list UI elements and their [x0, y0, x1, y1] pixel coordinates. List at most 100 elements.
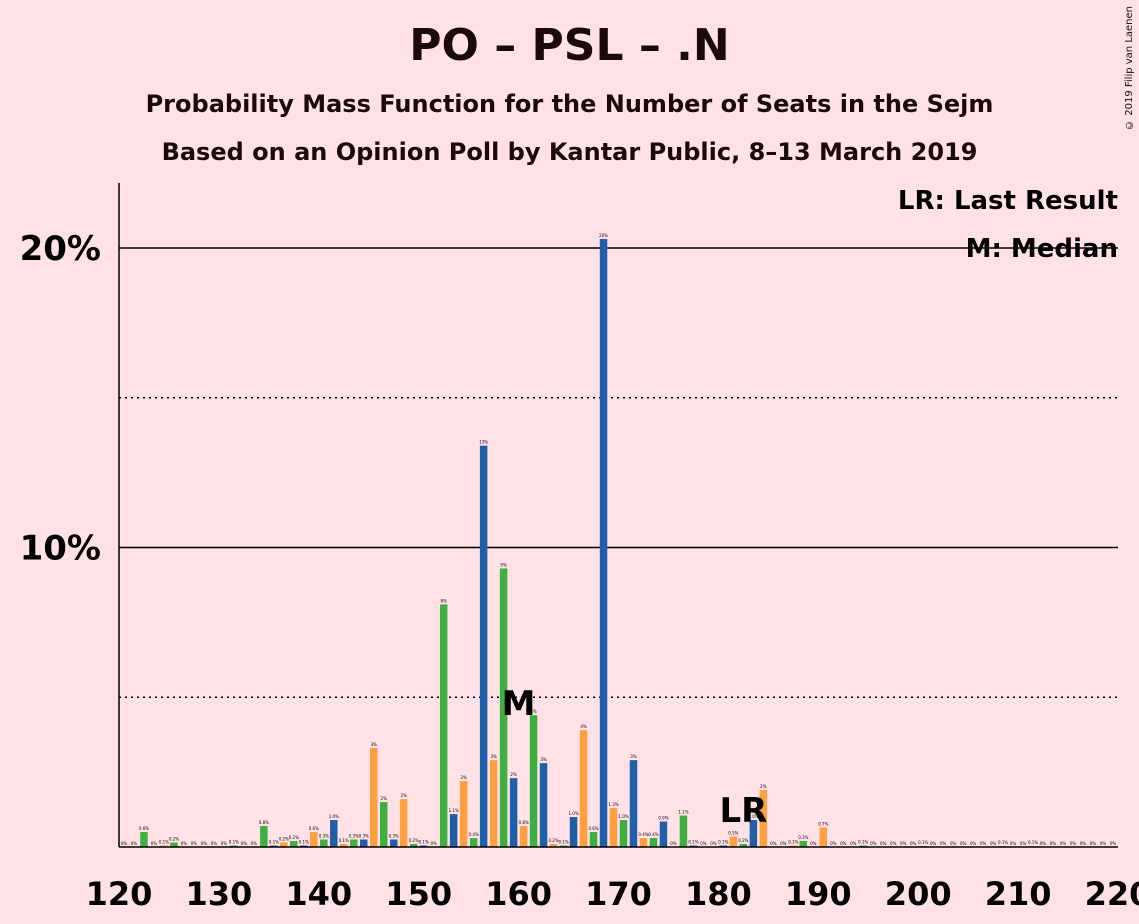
bar-label-174: 0.9%: [658, 816, 668, 821]
x-tick-label: 130: [186, 875, 253, 913]
bar-label-129: 0%: [211, 841, 218, 846]
bar-label-197: 0%: [890, 841, 897, 846]
bar-label-218: 0%: [1100, 841, 1107, 846]
bar-label-173: 0.4%: [648, 832, 658, 837]
bar-label-152: 8%: [440, 598, 447, 603]
bar-label-134: 0.8%: [259, 820, 269, 825]
bar-label-125: 0.2%: [169, 837, 179, 842]
bar-label-200: 0.1%: [918, 840, 928, 845]
bar-seat-144: [360, 839, 368, 847]
bar-label-171: 3%: [630, 754, 637, 759]
bar-label-121: 0%: [131, 841, 138, 846]
grid-lines: [119, 247, 1118, 698]
bar-label-137: 0.2%: [289, 835, 299, 840]
bar-label-216: 0%: [1080, 841, 1087, 846]
bar-label-215: 0%: [1070, 841, 1077, 846]
x-tick-label: 200: [885, 875, 952, 913]
bar-seat-161: [529, 715, 538, 847]
bar-seat-184: [759, 790, 768, 847]
bar-label-180: 0.1%: [718, 840, 728, 845]
bar-label-128: 0%: [201, 841, 208, 846]
chart-subtitle: Probability Mass Function for the Number…: [145, 90, 994, 118]
bar-seat-163: [549, 844, 558, 847]
bar-label-219: 0%: [1110, 841, 1117, 846]
bar-label-151: 0%: [431, 841, 438, 846]
bar-label-204: 0%: [960, 841, 967, 846]
bar-label-207: 0%: [990, 841, 997, 846]
bar-label-214: 0%: [1060, 841, 1067, 846]
x-tick-label: 190: [785, 875, 852, 913]
bar-seat-146: [379, 802, 388, 847]
bar-seat-153: [449, 814, 458, 847]
bar-seat-174: [659, 821, 668, 847]
bar-seat-167: [589, 832, 598, 847]
bar-seat-142: [340, 844, 348, 847]
bar-label-167: 0.6%: [588, 826, 598, 831]
chart-title: PO – PSL – .N: [409, 20, 730, 71]
bar-label-178: 0%: [700, 841, 707, 846]
bar-label-179: 0%: [710, 841, 717, 846]
bar-label-132: 0%: [241, 841, 248, 846]
bar-seat-159: [509, 778, 518, 847]
bar-label-143: 0.3%: [349, 834, 359, 839]
bar-seat-154: [459, 781, 468, 847]
bar-seat-147: [389, 839, 398, 847]
bar-seat-122: [140, 832, 148, 847]
bar-label-181: 0.5%: [728, 831, 738, 836]
bar-label-150: 0.1%: [419, 840, 429, 845]
bar-seat-149: [409, 844, 418, 847]
bar-seat-134: [260, 826, 268, 847]
bar-label-153: 1.1%: [449, 808, 459, 813]
legend-last-result: LR: Last Result: [898, 186, 1118, 216]
bar-label-206: 0%: [980, 841, 987, 846]
bar-label-195: 0%: [870, 841, 877, 846]
bar-label-122: 0.6%: [139, 826, 149, 831]
bar-label-189: 0%: [810, 841, 817, 846]
bar-seat-165: [569, 817, 578, 847]
axes: 120 130 140 150 160 170 180 190 200 210 220 10% 20%: [20, 183, 1139, 913]
bar-label-190: 0.7%: [818, 822, 828, 827]
bar-label-183: 1.0%: [748, 814, 758, 819]
bar-label-127: 0%: [191, 841, 198, 846]
bar-label-158: 9%: [500, 562, 507, 567]
bar-label-147: 0.3%: [389, 834, 399, 839]
bar-label-131: 0.1%: [229, 840, 239, 845]
bar-label-120: 0%: [121, 841, 128, 846]
x-tick-label: 220: [1085, 875, 1139, 913]
bar-label-201: 0%: [930, 841, 937, 846]
bar-label-176: 1.1%: [678, 810, 688, 815]
bar-label-135: 0.1%: [269, 840, 279, 845]
bar-seat-143: [350, 839, 358, 847]
bar-label-123: 0%: [151, 841, 158, 846]
bar-label-157: 3%: [490, 754, 497, 759]
bar-label-146: 2%: [381, 796, 388, 801]
x-tick-label: 120: [86, 875, 153, 913]
bar-label-208: 0.1%: [998, 840, 1008, 845]
bar-label-192: 0%: [840, 841, 847, 846]
bar-label-177: 0.1%: [688, 840, 698, 845]
bar-label-188: 0.3%: [798, 835, 808, 840]
bar-label-165: 1.0%: [568, 811, 578, 816]
bar-label-130: 0%: [221, 841, 228, 846]
bar-seat-139: [310, 832, 318, 847]
legend-median: M: Median: [966, 234, 1118, 264]
bars: [140, 239, 1037, 847]
bar-label-142: 0.1%: [339, 838, 349, 843]
bar-label-136: 0.2%: [279, 837, 289, 842]
bar-label-163: 0.2%: [548, 838, 558, 843]
bar-label-196: 0%: [880, 841, 887, 846]
bar-seat-183: [749, 820, 758, 847]
bar-label-155: 0.4%: [469, 832, 479, 837]
bar-label-211: 0.1%: [1028, 840, 1038, 845]
bar-seat-188: [799, 841, 808, 847]
bar-label-185: 0%: [770, 841, 777, 846]
bar-label-160: 0.8%: [519, 820, 529, 825]
bar-seat-173: [649, 838, 658, 847]
bar-seat-176: [679, 815, 688, 847]
bar-seat-166: [579, 730, 588, 847]
bar-seat-172: [639, 838, 648, 847]
bar-label-199: 0%: [910, 841, 917, 846]
y-tick-label: 20%: [20, 229, 101, 269]
bar-label-141: 1.0%: [329, 814, 339, 819]
bar-label-209: 0%: [1010, 841, 1017, 846]
